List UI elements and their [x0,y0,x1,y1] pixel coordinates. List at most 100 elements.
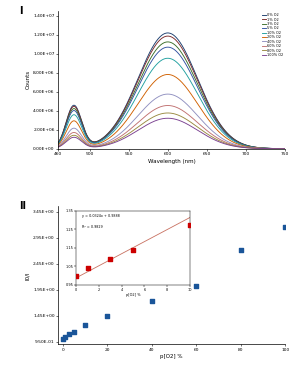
5% O2 [191,74,194,79]
80% O2 [208,134,212,138]
5% O2 [56,141,60,146]
10% O2 [191,82,194,87]
5% O2 [166,45,169,49]
0% O2 [208,104,212,109]
3% O2 [228,134,231,138]
10% O2 [166,56,169,60]
Legend: 0% O2, 1% O2, 3% O2, 5% O2, 10% O2, 20% O2, 40% O2, 60% O2, 80% O2, 100% O2: 0% O2, 1% O2, 3% O2, 5% O2, 10% O2, 20% … [261,13,283,57]
1% O2 [283,147,287,151]
X-axis label: Wavelength (nm): Wavelength (nm) [148,159,196,164]
40% O2 [166,92,169,96]
40% O2 [115,134,118,138]
80% O2 [228,142,231,147]
Point [194,283,198,289]
100% O2 [283,147,287,151]
0% O2 [97,138,100,143]
Y-axis label: Counts: Counts [25,70,31,90]
Line: 20% O2: 20% O2 [58,74,285,149]
60% O2 [159,104,163,109]
40% O2 [97,143,100,147]
0% O2 [191,64,194,68]
100% O2 [191,125,194,129]
100% O2 [97,144,100,149]
5% O2 [97,139,100,144]
3% O2 [159,43,163,47]
0% O2 [228,133,231,138]
0% O2 [166,31,169,35]
60% O2 [115,137,118,141]
20% O2 [97,141,100,146]
Point [105,313,109,319]
40% O2 [56,144,60,148]
Point [67,331,72,337]
3% O2 [97,139,100,144]
100% O2 [208,135,212,140]
20% O2 [191,94,194,98]
1% O2 [56,141,60,145]
100% O2 [228,143,231,147]
10% O2 [228,136,231,140]
60% O2 [97,144,100,148]
Point [60,336,65,342]
20% O2 [208,120,212,124]
5% O2 [115,124,118,128]
10% O2 [97,140,100,145]
Line: 60% O2: 60% O2 [58,105,285,149]
Point [72,329,76,334]
1% O2 [97,139,100,143]
1% O2 [115,121,118,125]
10% O2 [159,58,163,63]
3% O2 [56,141,60,145]
Line: 100% O2: 100% O2 [58,118,285,149]
1% O2 [228,134,231,138]
20% O2 [159,74,163,79]
5% O2 [283,147,287,151]
60% O2 [191,116,194,120]
20% O2 [283,147,287,151]
10% O2 [56,142,60,146]
Point [63,334,67,340]
80% O2 [115,138,118,143]
60% O2 [56,144,60,149]
3% O2 [166,40,169,44]
Line: 80% O2: 80% O2 [58,113,285,149]
60% O2 [283,147,287,151]
5% O2 [159,48,163,52]
Line: 10% O2: 10% O2 [58,58,285,149]
Text: II: II [19,201,26,211]
1% O2 [208,106,212,110]
80% O2 [166,111,169,115]
3% O2 [208,108,212,112]
100% O2 [56,145,60,149]
3% O2 [115,122,118,127]
3% O2 [191,71,194,75]
80% O2 [159,112,163,116]
Point [238,247,243,253]
Y-axis label: I0/I: I0/I [25,271,30,280]
60% O2 [208,131,212,135]
100% O2 [115,139,118,144]
40% O2 [159,93,163,98]
Point [83,322,87,328]
0% O2 [56,141,60,145]
0% O2 [283,147,287,151]
100% O2 [159,117,163,121]
X-axis label: p[O2] %: p[O2] % [160,354,183,359]
Text: I: I [19,6,23,16]
10% O2 [115,126,118,130]
80% O2 [56,145,60,149]
10% O2 [208,114,212,118]
40% O2 [191,108,194,112]
80% O2 [191,121,194,125]
60% O2 [228,141,231,146]
40% O2 [283,147,287,151]
20% O2 [56,143,60,147]
0% O2 [115,120,118,125]
80% O2 [97,144,100,148]
100% O2 [166,116,169,121]
0% O2 [159,34,163,38]
5% O2 [208,110,212,114]
Line: 3% O2: 3% O2 [58,42,285,149]
80% O2 [283,147,287,151]
40% O2 [208,127,212,131]
